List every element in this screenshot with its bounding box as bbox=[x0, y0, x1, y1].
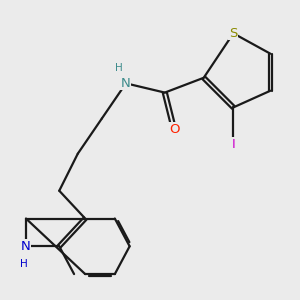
Text: N: N bbox=[21, 240, 31, 253]
Text: O: O bbox=[169, 123, 179, 136]
Text: I: I bbox=[232, 138, 235, 151]
Text: H: H bbox=[116, 63, 123, 73]
Text: H: H bbox=[20, 259, 28, 269]
Text: S: S bbox=[229, 27, 238, 40]
Text: N: N bbox=[121, 77, 131, 90]
